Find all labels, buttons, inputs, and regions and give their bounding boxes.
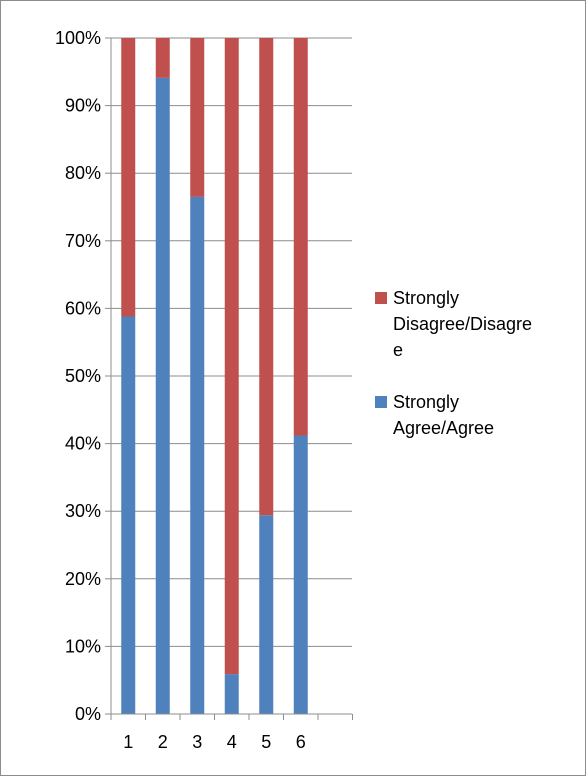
y-tick-label: 90%	[65, 96, 101, 116]
x-tick-label: 1	[123, 732, 133, 752]
y-tick-label: 30%	[65, 501, 101, 521]
bars-layer	[121, 38, 308, 715]
bar-segment-disagree	[121, 38, 136, 317]
y-tick-label: 80%	[65, 163, 101, 183]
bar-segment-disagree	[293, 38, 308, 436]
x-tick-label: 5	[261, 732, 271, 752]
legend-layer: Strongly Disagree/Disagre e Strongly Agree/A…	[375, 288, 532, 438]
x-tick-label: 4	[227, 732, 237, 752]
legend-label: e	[393, 340, 403, 360]
bar-segment-agree	[190, 196, 205, 715]
x-tick-label: 3	[192, 732, 202, 752]
bar-segment-agree	[259, 515, 274, 714]
y-tick-label: 0%	[75, 704, 101, 724]
y-tick-label: 20%	[65, 569, 101, 589]
y-tick-label: 10%	[65, 636, 101, 656]
y-tick-label: 70%	[65, 231, 101, 251]
bar-segment-agree	[224, 674, 239, 714]
bar-segment-disagree	[259, 38, 274, 516]
y-tick-label: 40%	[65, 434, 101, 454]
bar-segment-agree	[155, 77, 170, 714]
y-tick-label: 100%	[55, 28, 101, 48]
bar-segment-agree	[293, 435, 308, 714]
bar-segment-agree	[121, 316, 136, 714]
y-tick-label: 50%	[65, 366, 101, 386]
legend-swatch	[375, 396, 387, 408]
legend-label: Strongly	[393, 392, 459, 412]
axis-layer: 0% 10% 20% 30% 40% 50% 60% 70% 80% 90% 100% 1 2 3 4 5 6	[55, 28, 353, 752]
bar-segment-disagree	[190, 38, 205, 197]
legend-label: Strongly	[393, 288, 459, 308]
bar-segment-disagree	[224, 38, 239, 675]
x-tick-label: 2	[158, 732, 168, 752]
legend-swatch	[375, 292, 387, 304]
x-tick-label: 6	[296, 732, 306, 752]
legend-label: Disagree/Disagre	[393, 314, 532, 334]
y-tick-label: 60%	[65, 298, 101, 318]
bar-segment-disagree	[155, 38, 170, 78]
legend-label: Agree/Agree	[393, 418, 494, 438]
